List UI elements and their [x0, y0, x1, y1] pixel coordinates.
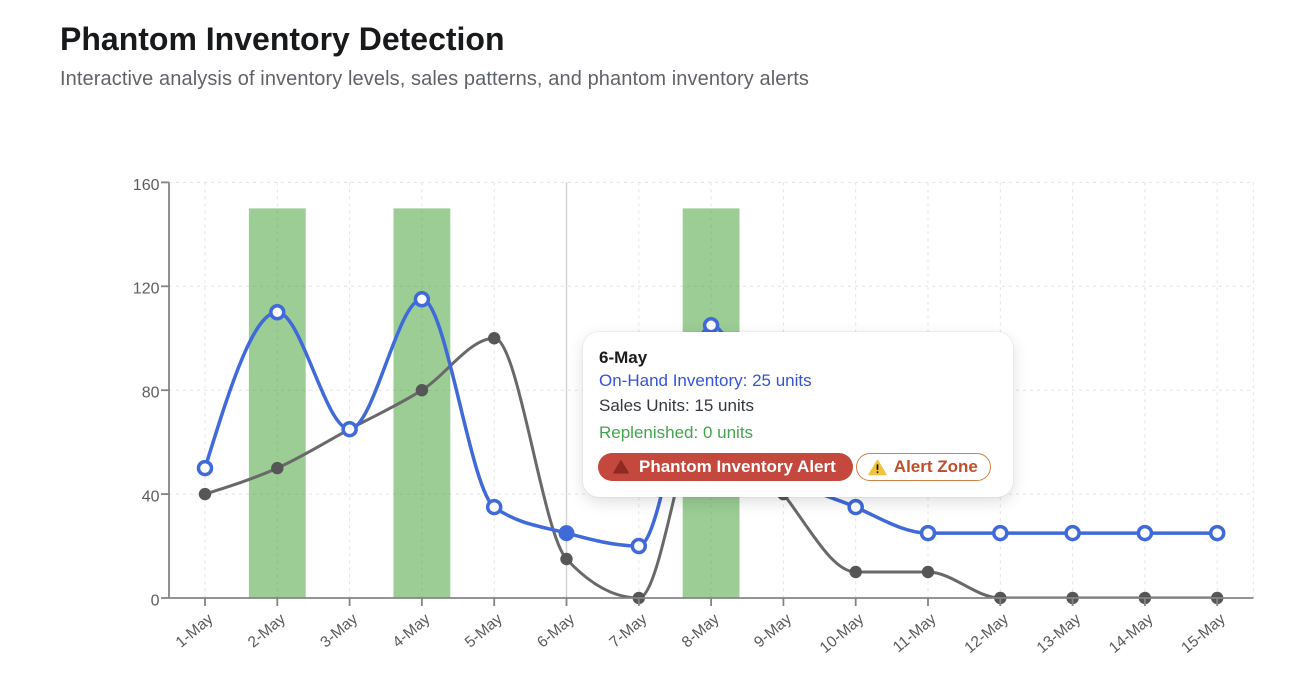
svg-text:120: 120: [133, 281, 160, 298]
svg-text:0: 0: [151, 592, 160, 609]
svg-text:15-May: 15-May: [1178, 610, 1229, 656]
svg-text:6-May: 6-May: [534, 610, 578, 651]
svg-text:3-May: 3-May: [317, 610, 361, 651]
svg-text:160: 160: [133, 177, 160, 194]
svg-text:4-May: 4-May: [390, 610, 434, 651]
svg-text:10-May: 10-May: [817, 610, 868, 656]
svg-text:5-May: 5-May: [462, 610, 506, 651]
svg-text:80: 80: [142, 385, 160, 402]
svg-text:7-May: 7-May: [606, 610, 650, 651]
svg-text:12-May: 12-May: [961, 610, 1012, 656]
svg-text:2-May: 2-May: [245, 610, 289, 651]
svg-text:11-May: 11-May: [890, 610, 940, 656]
svg-text:8-May: 8-May: [679, 610, 723, 651]
svg-text:40: 40: [142, 489, 160, 506]
svg-text:13-May: 13-May: [1034, 610, 1085, 656]
svg-text:9-May: 9-May: [751, 610, 795, 651]
svg-text:14-May: 14-May: [1106, 610, 1157, 656]
svg-text:1-May: 1-May: [173, 610, 217, 651]
